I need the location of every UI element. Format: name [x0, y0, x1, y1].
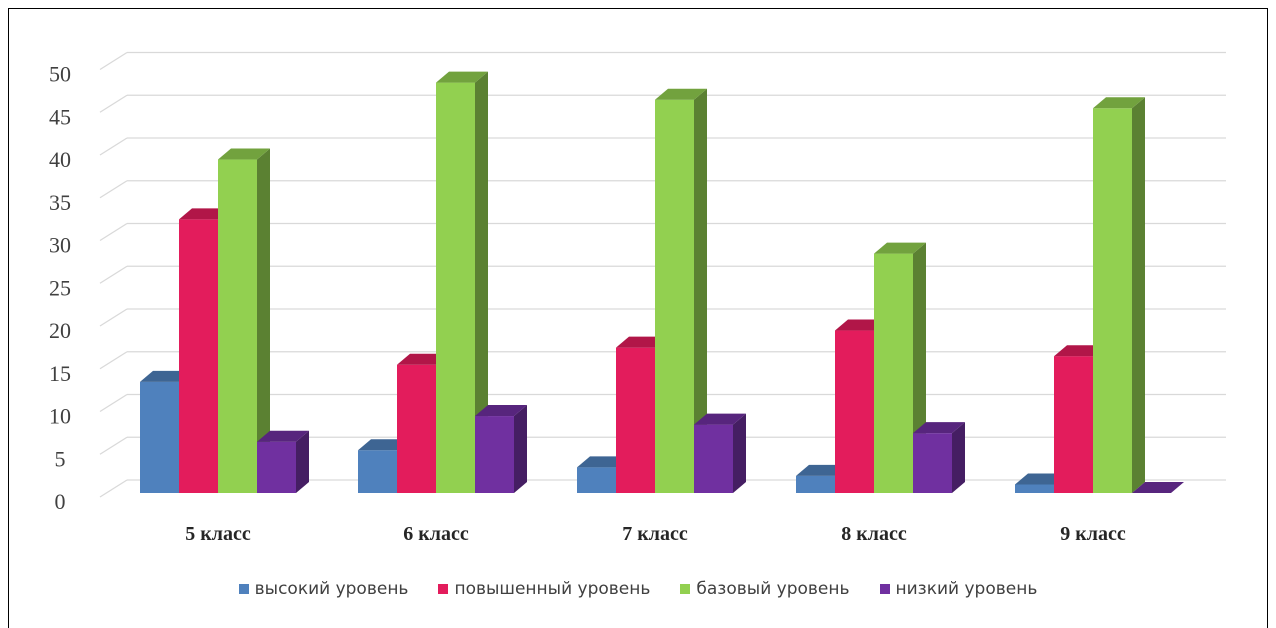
bar	[436, 71, 488, 493]
legend-swatch	[438, 584, 449, 594]
y-tick-label: 20	[49, 318, 71, 343]
y-tick-label: 10	[49, 404, 71, 429]
bar-top	[257, 430, 309, 442]
category-label: 9 класс	[1060, 523, 1126, 545]
gridline-slant	[99, 393, 128, 413]
bar-side	[296, 430, 309, 493]
bar-front	[874, 253, 913, 493]
bar-top	[1132, 482, 1184, 493]
gridline-slant	[99, 351, 128, 370]
bar-front	[257, 441, 296, 493]
bar	[475, 405, 527, 493]
category-label: 7 класс	[622, 523, 688, 545]
bar-side	[257, 148, 270, 494]
category-label: 5 класс	[185, 523, 251, 545]
bar-front	[436, 82, 475, 493]
y-tick-label: 25	[49, 275, 71, 300]
category-label: 8 класс	[841, 523, 907, 545]
bar	[913, 422, 965, 493]
bar-front	[616, 347, 655, 493]
bar	[257, 430, 309, 493]
bar-front	[835, 330, 874, 493]
bar-side	[694, 88, 707, 493]
gridline-slant	[99, 222, 128, 242]
y-tick-label: 15	[49, 361, 71, 386]
bar-top	[436, 71, 488, 83]
y-tick-label: 0	[55, 489, 66, 514]
gridline-slant	[99, 180, 128, 199]
bar-top	[694, 413, 746, 425]
bar-side	[475, 71, 488, 493]
bar-front	[358, 450, 397, 493]
y-tick-label: 50	[49, 62, 71, 87]
gridline-slant	[99, 265, 128, 284]
y-tick-label: 30	[49, 233, 71, 258]
gridline-slant	[99, 51, 128, 71]
y-axis-ticks: 0 5 10 15 20 25 30 35 40 45 50	[49, 62, 71, 515]
bar	[218, 148, 270, 494]
bar-top	[655, 88, 707, 100]
gridline-slant	[99, 436, 128, 455]
bar-front	[577, 467, 616, 493]
legend-item: низкий уровень	[879, 579, 1038, 599]
bar	[1132, 482, 1184, 493]
bar-front	[1015, 484, 1054, 493]
bar-top	[218, 148, 270, 160]
bar-front	[218, 159, 257, 494]
gridline-slant	[99, 308, 128, 327]
legend-item: повышенный уровень	[438, 579, 650, 599]
y-tick-label: 40	[49, 147, 71, 172]
bar-front	[397, 364, 436, 493]
bar-side	[952, 422, 965, 493]
legend-item: базовый уровень	[680, 579, 850, 599]
y-tick-label: 5	[55, 446, 66, 471]
legend-label: низкий уровень	[895, 579, 1038, 599]
bar-front	[655, 99, 694, 493]
bar-top	[874, 242, 926, 254]
legend-label: базовый уровень	[696, 579, 850, 599]
gridline-slant	[99, 94, 128, 113]
bar-front	[1093, 108, 1132, 493]
x-axis-categories: 5 класс 6 класс 7 класс 8 класс 9 класс	[185, 523, 1126, 545]
y-tick-label: 35	[49, 190, 71, 215]
bar-side	[1132, 97, 1145, 493]
legend-swatch	[680, 584, 691, 594]
bar	[1093, 97, 1145, 493]
gridline-slant	[99, 137, 128, 156]
y-tick-label: 45	[49, 104, 71, 129]
bar-front	[796, 475, 835, 493]
bar-top	[913, 422, 965, 434]
bar-front	[694, 424, 733, 493]
legend: высокий уровень повышенный уровень базовый…	[0, 574, 1276, 604]
legend-label: высокий уровень	[254, 579, 409, 599]
bar-front	[140, 381, 179, 493]
bar-top	[1093, 97, 1145, 109]
gridline-slant	[99, 479, 128, 498]
bar	[694, 413, 746, 493]
bar-side	[733, 413, 746, 493]
category-label: 6 класс	[403, 523, 469, 545]
bar-front	[1054, 356, 1093, 493]
legend-item: высокий уровень	[238, 579, 409, 599]
bar-front	[179, 219, 218, 493]
bar-front	[913, 433, 952, 493]
legend-swatch	[238, 584, 249, 594]
legend-swatch	[879, 584, 890, 594]
legend-label: повышенный уровень	[454, 579, 651, 599]
bars	[140, 71, 1184, 494]
bar	[655, 88, 707, 493]
bar-front	[475, 416, 514, 493]
bar-top	[475, 405, 527, 417]
bar-side	[514, 405, 527, 493]
